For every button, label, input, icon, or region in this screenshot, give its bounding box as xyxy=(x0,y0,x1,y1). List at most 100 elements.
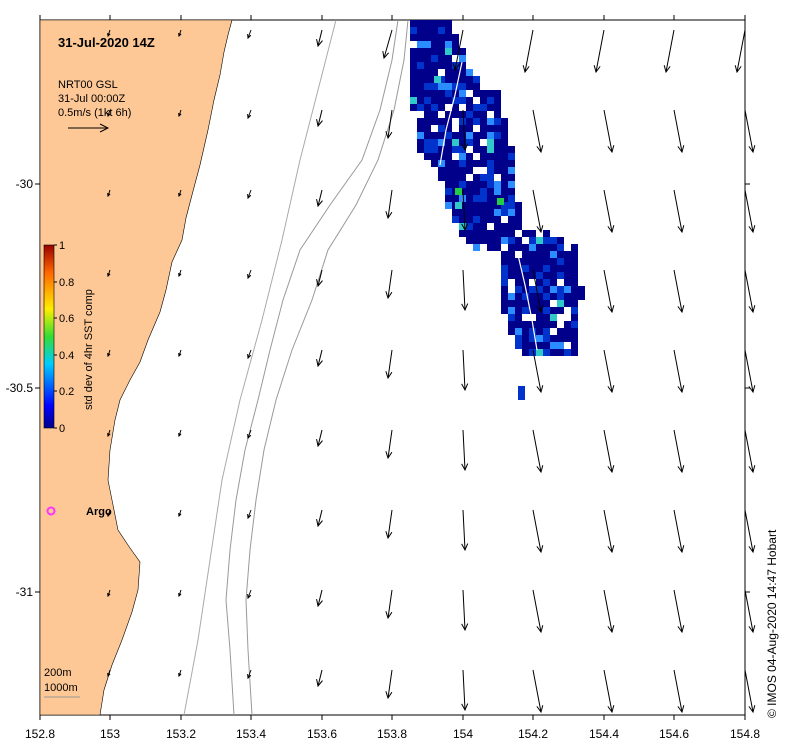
sst-cell xyxy=(571,251,578,258)
sst-cell xyxy=(529,265,536,272)
sst-cell xyxy=(473,202,480,209)
sst-cell xyxy=(424,55,431,62)
isobath-legend-200m: 200m xyxy=(44,667,72,679)
sst-cell xyxy=(564,286,571,293)
sst-cell xyxy=(438,174,445,181)
sst-cell xyxy=(431,27,438,34)
sst-cell xyxy=(438,97,445,104)
current-arrow xyxy=(603,509,615,554)
sst-cell xyxy=(571,328,578,335)
sst-cell xyxy=(501,118,508,125)
sst-cell xyxy=(515,286,522,293)
sst-cell xyxy=(431,69,438,76)
sst-cell xyxy=(431,48,438,55)
sst-cell xyxy=(536,265,543,272)
sst-cell xyxy=(529,286,536,293)
sst-cell xyxy=(459,132,466,139)
x-tick-label: 153.2 xyxy=(166,727,196,741)
sst-cell xyxy=(480,97,487,104)
sst-cell xyxy=(497,198,504,205)
sst-cell xyxy=(543,314,550,321)
sst-cell xyxy=(501,223,508,230)
sst-cell xyxy=(417,146,424,153)
sst-cell xyxy=(571,279,578,286)
sst-cell xyxy=(452,48,459,55)
sst-cell xyxy=(508,272,515,279)
sst-cell xyxy=(424,153,431,160)
sst-cell xyxy=(466,181,473,188)
sst-cell xyxy=(508,237,515,244)
sst-cell xyxy=(501,146,508,153)
sst-cell xyxy=(466,97,473,104)
sst-cell xyxy=(550,251,557,258)
sst-cell xyxy=(515,223,522,230)
current-arrow xyxy=(744,669,756,714)
map-title: 31-Jul-2020 14Z xyxy=(58,35,155,50)
sst-cell xyxy=(424,48,431,55)
sst-cell xyxy=(466,104,473,111)
sst-cell xyxy=(571,335,578,342)
sst-cell xyxy=(445,34,452,41)
sst-cell xyxy=(522,328,529,335)
sst-cell xyxy=(466,237,473,244)
sst-cell xyxy=(550,293,557,300)
current-arrow xyxy=(316,29,323,48)
sst-cell xyxy=(459,153,466,160)
sst-cell xyxy=(487,118,494,125)
sst-cell xyxy=(508,181,515,188)
sst-cell xyxy=(452,195,459,202)
sst-cell xyxy=(571,265,578,272)
current-arrow xyxy=(603,269,615,314)
sst-cell xyxy=(564,321,571,328)
sst-cell xyxy=(410,90,417,97)
sst-cell xyxy=(508,314,515,321)
sst-cell xyxy=(473,146,480,153)
sst-cell xyxy=(578,293,585,300)
current-arrow xyxy=(107,29,111,38)
sst-cell xyxy=(452,167,459,174)
sst-cell xyxy=(571,314,578,321)
current-arrow xyxy=(247,349,252,360)
sst-cell xyxy=(459,230,466,237)
sst-cell xyxy=(424,97,431,104)
sst-cell xyxy=(445,195,452,202)
sst-cell xyxy=(487,160,494,167)
sst-cell xyxy=(452,216,459,223)
colorbar-tick-label: 0.4 xyxy=(59,350,74,362)
sst-cell xyxy=(536,237,543,244)
sst-cell xyxy=(501,139,508,146)
sst-cell xyxy=(529,237,536,244)
sst-cell xyxy=(480,146,487,153)
sst-cell xyxy=(466,111,473,118)
sst-cell xyxy=(480,160,487,167)
sst-cell xyxy=(410,55,417,62)
sst-cell xyxy=(494,237,501,244)
sst-cell xyxy=(494,209,501,216)
sst-cell xyxy=(501,293,508,300)
sst-cell xyxy=(431,34,438,41)
sst-cell xyxy=(473,223,480,230)
sst-cell xyxy=(452,132,459,139)
sst-cell xyxy=(410,27,417,34)
sst-cell xyxy=(473,76,480,83)
sst-cell xyxy=(452,83,459,90)
sst-cell xyxy=(501,272,508,279)
colorbar-tick-label: 0.2 xyxy=(59,386,74,398)
current-arrow xyxy=(385,269,393,300)
current-arrow xyxy=(461,269,469,312)
sst-cell xyxy=(543,265,550,272)
sst-cell xyxy=(494,188,501,195)
sst-cell xyxy=(543,286,550,293)
sst-cell xyxy=(431,111,438,118)
sst-cell xyxy=(494,223,501,230)
sst-cell xyxy=(557,244,564,251)
sst-cell xyxy=(543,272,550,279)
sst-cell xyxy=(557,342,564,349)
sst-cell xyxy=(417,62,424,69)
sst-cell xyxy=(543,349,550,356)
sst-cell xyxy=(564,335,571,342)
current-arrow xyxy=(673,509,685,554)
current-arrow xyxy=(461,349,469,392)
current-arrow xyxy=(452,29,464,72)
sst-cell xyxy=(501,202,508,209)
